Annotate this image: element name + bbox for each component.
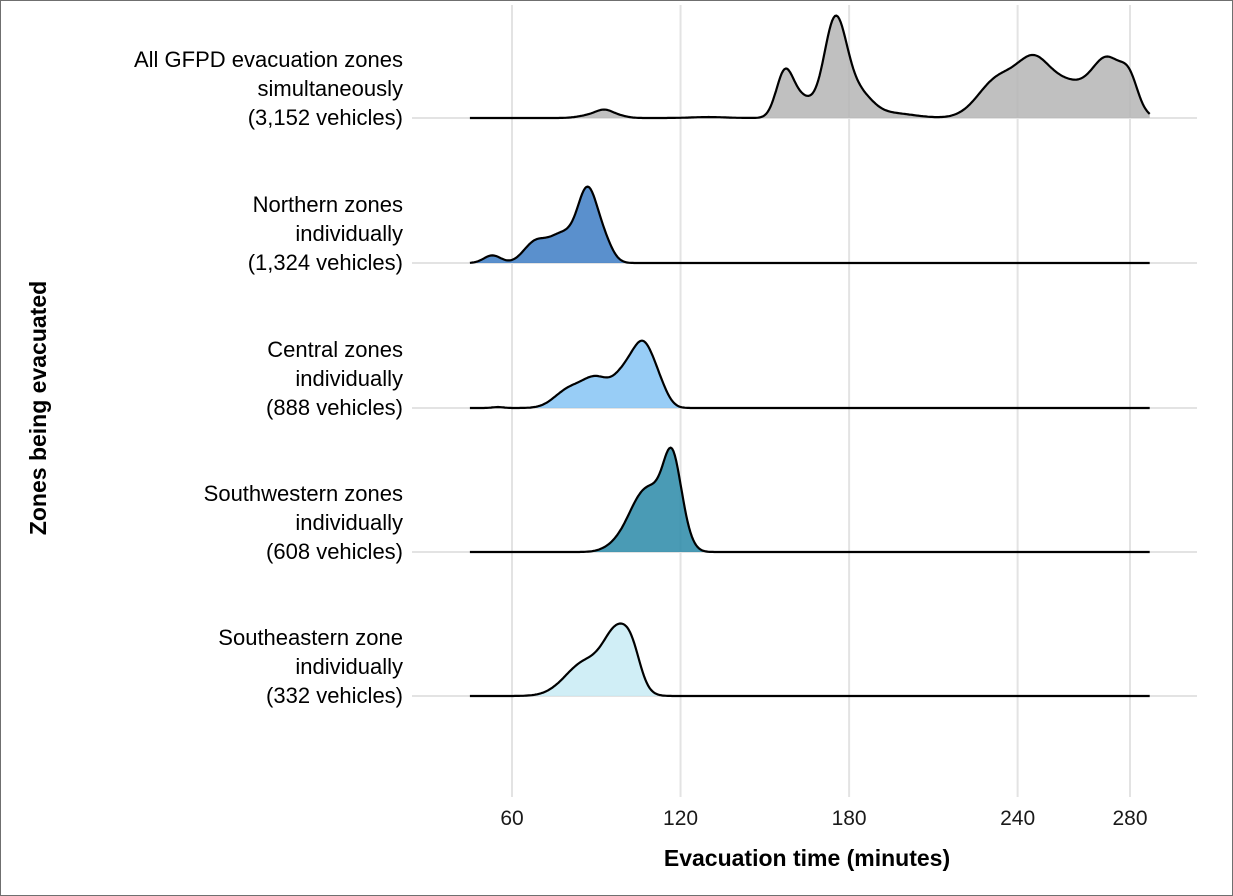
ridge-outline — [469, 14, 1151, 120]
category-labels: All GFPD evacuation zones simultaneously (… — [134, 47, 403, 708]
x-tick-label: 120 — [663, 807, 698, 830]
category-label-line: All GFPD evacuation zones — [134, 47, 403, 72]
y-axis-title: Zones being evacuated — [25, 281, 51, 535]
ridge-outline — [469, 185, 1150, 265]
category-label-line: (332 vehicles) — [266, 683, 403, 708]
ridge-area — [469, 340, 1150, 408]
ridge-area — [469, 186, 1150, 263]
category-label-line: Southwestern zones — [204, 481, 403, 506]
x-tick-label: 180 — [832, 807, 867, 830]
ridges — [469, 14, 1151, 698]
category-label-line: Southeastern zone — [218, 625, 403, 650]
category-label: Northern zones individually (1,324 vehicle… — [248, 192, 403, 275]
category-label: Southeastern zone individually (332 vehicl… — [218, 625, 403, 708]
x-tick-label: 60 — [500, 807, 523, 830]
category-label-line: individually — [295, 510, 403, 535]
category-label-line: Central zones — [267, 337, 403, 362]
category-label-line: (3,152 vehicles) — [248, 105, 403, 130]
ridge-area — [469, 447, 1150, 552]
category-label-line: individually — [295, 654, 403, 679]
ridge-outline — [469, 446, 1150, 554]
category-label-line: (608 vehicles) — [266, 539, 403, 564]
grid — [412, 5, 1197, 797]
category-label: All GFPD evacuation zones simultaneously (… — [134, 47, 403, 130]
category-label: Southwestern zones individually (608 vehic… — [204, 481, 403, 564]
category-label: Central zones individually (888 vehicles) — [266, 337, 403, 420]
x-tick-label: 240 — [1000, 807, 1035, 830]
category-label-line: individually — [295, 221, 403, 246]
category-label-line: Northern zones — [253, 192, 403, 217]
category-label-line: simultaneously — [257, 76, 403, 101]
category-label-line: (888 vehicles) — [266, 395, 403, 420]
ridge-area — [469, 623, 1150, 696]
ridge-area — [469, 15, 1150, 119]
x-tick-labels: 60 120 180 240 280 — [500, 807, 1147, 830]
x-axis-title: Evacuation time (minutes) — [664, 845, 950, 871]
category-label-line: (1,324 vehicles) — [248, 250, 403, 275]
ridge-outline — [469, 622, 1150, 698]
ridge-outline — [469, 339, 1150, 410]
category-label-line: individually — [295, 366, 403, 391]
x-tick-label: 280 — [1112, 807, 1147, 830]
